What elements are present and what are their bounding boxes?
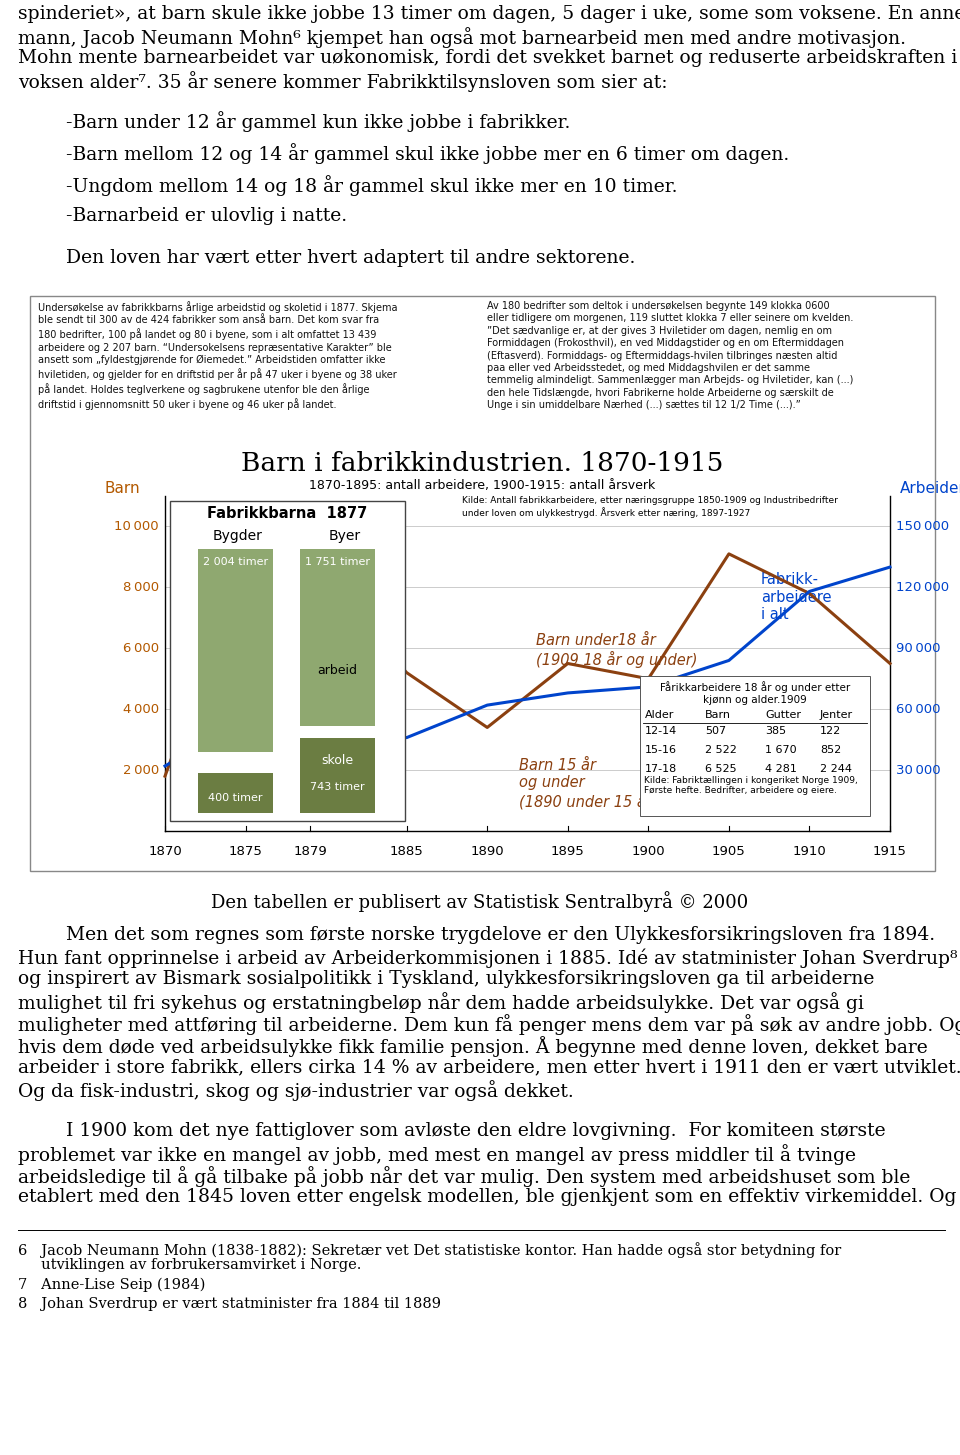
Bar	[198, 773, 273, 813]
Bar	[198, 549, 273, 752]
Text: arbeid: arbeid	[318, 663, 357, 677]
Text: -Barnarbeid er ulovlig i natte.: -Barnarbeid er ulovlig i natte.	[18, 207, 348, 226]
Bar	[300, 549, 375, 726]
Text: 8 000: 8 000	[123, 581, 159, 594]
Text: Barn 15 år
og under
(1890 under 15 år): Barn 15 år og under (1890 under 15 år)	[519, 758, 658, 809]
Text: 1905: 1905	[712, 845, 746, 858]
Text: 1870: 1870	[148, 845, 181, 858]
Text: muligheter med attføring til arbeiderne. Dem kun få penger mens dem var på søk a: muligheter med attføring til arbeiderne.…	[18, 1014, 960, 1035]
Text: 1900: 1900	[632, 845, 665, 858]
Text: 1910: 1910	[793, 845, 827, 858]
Bar	[30, 295, 935, 872]
Text: Barn i fabrikkindustrien. 1870-1915: Barn i fabrikkindustrien. 1870-1915	[241, 451, 724, 476]
Text: 12-14: 12-14	[645, 726, 677, 736]
Text: Barn under18 år
(1909 18 år og under): Barn under18 år (1909 18 år og under)	[536, 633, 697, 668]
Text: Byer: Byer	[329, 530, 361, 543]
Text: 120 000: 120 000	[896, 581, 949, 594]
Text: -Ungdom mellom 14 og 18 år gammel skul ikke mer en 10 timer.: -Ungdom mellom 14 og 18 år gammel skul i…	[18, 175, 678, 196]
Text: spinderiet», at barn skule ikke jobbe 13 timer om dagen, 5 dager i uke, some som: spinderiet», at barn skule ikke jobbe 13…	[18, 4, 960, 23]
Text: skole: skole	[322, 754, 353, 767]
Text: Fabrikkbarna  1877: Fabrikkbarna 1877	[207, 506, 368, 521]
Text: 2 004 timer: 2 004 timer	[203, 557, 268, 567]
Bar	[640, 677, 870, 816]
Text: Fabrikk-
arbeidere
i alt: Fabrikk- arbeidere i alt	[761, 572, 831, 621]
Text: 17-18: 17-18	[645, 764, 677, 774]
Text: 2 244: 2 244	[820, 764, 852, 774]
Text: problemet var ikke en mangel av jobb, med mest en mangel av press middler til å : problemet var ikke en mangel av jobb, me…	[18, 1144, 856, 1165]
Text: Fårikkarbeidere 18 år og under etter
kjønn og alder.1909: Fårikkarbeidere 18 år og under etter kjø…	[660, 681, 851, 704]
Text: Kilde: Antall fabrikkarbeidere, etter næringsgruppe 1850-1909 og Industribedrift: Kilde: Antall fabrikkarbeidere, etter næ…	[462, 496, 838, 518]
Text: 1 670: 1 670	[765, 745, 797, 755]
Text: Men det som regnes som første norske trygdelove er den Ulykkesforsikringsloven f: Men det som regnes som første norske try…	[18, 925, 935, 944]
Text: arbeidsledige til å gå tilbake på jobb når det var mulig. Den system med arbeids: arbeidsledige til å gå tilbake på jobb n…	[18, 1165, 910, 1187]
Text: Mohn mente barnearbeidet var uøkonomisk, fordi det svekket barnet og reduserte a: Mohn mente barnearbeidet var uøkonomisk,…	[18, 49, 957, 67]
Text: Alder: Alder	[645, 710, 674, 720]
Text: 122: 122	[820, 726, 841, 736]
Text: 10 000: 10 000	[114, 519, 159, 533]
Text: 6   Jacob Neumann Mohn (1838-1882): Sekretær vet Det statistiske kontor. Han had: 6 Jacob Neumann Mohn (1838-1882): Sekret…	[18, 1243, 841, 1259]
Bar	[170, 501, 405, 821]
Text: 2 522: 2 522	[705, 745, 737, 755]
Text: Av 180 bedrifter som deltok i undersøkelsen begynte 149 klokka 0600
eller tidlig: Av 180 bedrifter som deltok i undersøkel…	[487, 301, 853, 410]
Text: 4 000: 4 000	[123, 703, 159, 716]
Text: Jenter: Jenter	[820, 710, 853, 720]
Text: 1915: 1915	[873, 845, 907, 858]
Text: 90 000: 90 000	[896, 642, 941, 655]
Text: 1895: 1895	[551, 845, 585, 858]
Text: -Barn mellom 12 og 14 år gammel skul ikke jobbe mer en 6 timer om dagen.: -Barn mellom 12 og 14 år gammel skul ikk…	[18, 143, 789, 164]
Text: 1890: 1890	[470, 845, 504, 858]
Text: voksen alder⁷. 35 år senere kommer Fabrikktilsynsloven som sier at:: voksen alder⁷. 35 år senere kommer Fabri…	[18, 71, 667, 92]
Text: I 1900 kom det nye fattiglover som avløste den eldre lovgivning.  For komiteen s: I 1900 kom det nye fattiglover som avløs…	[18, 1122, 886, 1141]
Text: 8   Johan Sverdrup er vært statminister fra 1884 til 1889: 8 Johan Sverdrup er vært statminister fr…	[18, 1296, 441, 1311]
Text: arbeider i store fabrikk, ellers cirka 14 % av arbeidere, men etter hvert i 1911: arbeider i store fabrikk, ellers cirka 1…	[18, 1058, 960, 1077]
Text: Bygder: Bygder	[213, 530, 263, 543]
Text: Barn: Barn	[705, 710, 731, 720]
Text: 400 timer: 400 timer	[208, 793, 263, 803]
Text: utviklingen av forbrukersamvirket i Norge.: utviklingen av forbrukersamvirket i Norg…	[18, 1259, 361, 1272]
Text: 507: 507	[705, 726, 726, 736]
Text: 1870-1895: antall arbeidere, 1900-1915: antall årsverk: 1870-1895: antall arbeidere, 1900-1915: …	[309, 479, 656, 492]
Text: 743 timer: 743 timer	[310, 781, 365, 792]
Text: mulighet til fri sykehus og erstatningbeløp når dem hadde arbeidsulykke. Det var: mulighet til fri sykehus og erstatningbe…	[18, 992, 864, 1013]
Text: 6 525: 6 525	[705, 764, 736, 774]
Text: Hun fant opprinnelse i arbeid av Arbeiderkommisjonen i 1885. Idé av statminister: Hun fant opprinnelse i arbeid av Arbeide…	[18, 949, 957, 968]
Text: Den loven har vært etter hvert adaptert til andre sektorene.: Den loven har vært etter hvert adaptert …	[18, 249, 636, 268]
Text: 60 000: 60 000	[896, 703, 941, 716]
Text: Og da fisk-industri, skog og sjø-industrier var også dekket.: Og da fisk-industri, skog og sjø-industr…	[18, 1080, 574, 1101]
Text: Gutter: Gutter	[765, 710, 801, 720]
Text: Arbeidere: Arbeidere	[900, 482, 960, 496]
Text: mann, Jacob Neumann Mohn⁶ kjempet han også mot barnearbeid men med andre motivas: mann, Jacob Neumann Mohn⁶ kjempet han og…	[18, 28, 906, 48]
Text: og inspirert av Bismark sosialpolitikk i Tyskland, ulykkesforsikringsloven ga ti: og inspirert av Bismark sosialpolitikk i…	[18, 970, 875, 988]
Bar	[300, 738, 375, 813]
Text: Den tabellen er publisert av Statistisk Sentralbyrå © 2000: Den tabellen er publisert av Statistisk …	[211, 890, 749, 912]
Text: 1885: 1885	[390, 845, 423, 858]
Text: 1879: 1879	[293, 845, 326, 858]
Text: 1875: 1875	[228, 845, 262, 858]
Text: 6 000: 6 000	[123, 642, 159, 655]
Text: 4 281: 4 281	[765, 764, 797, 774]
Text: -Barn under 12 år gammel kun ikke jobbe i fabrikker.: -Barn under 12 år gammel kun ikke jobbe …	[18, 111, 570, 132]
Text: 150 000: 150 000	[896, 519, 949, 533]
Text: 852: 852	[820, 745, 841, 755]
Text: 385: 385	[765, 726, 786, 736]
Text: 2 000: 2 000	[123, 764, 159, 777]
Text: hvis dem døde ved arbeidsulykke fikk familie pensjon. Å begynne med denne loven,: hvis dem døde ved arbeidsulykke fikk fam…	[18, 1036, 927, 1056]
Text: Barn: Barn	[105, 482, 140, 496]
Text: etablert med den 1845 loven etter engelsk modellen, ble gjenkjent som en effekti: etablert med den 1845 loven etter engels…	[18, 1187, 956, 1206]
Text: 15-16: 15-16	[645, 745, 677, 755]
Text: 7   Anne-Lise Seip (1984): 7 Anne-Lise Seip (1984)	[18, 1277, 205, 1292]
Text: 30 000: 30 000	[896, 764, 941, 777]
Text: Undersøkelse av fabrikkbarns årlige arbeidstid og skoletid i 1877. Skjema
ble se: Undersøkelse av fabrikkbarns årlige arbe…	[38, 301, 397, 410]
Text: Kilde: Fabriktællingen i kongeriket Norge 1909,
Første hefte. Bedrifter, arbeide: Kilde: Fabriktællingen i kongeriket Norg…	[644, 776, 857, 796]
Text: 1 751 timer: 1 751 timer	[305, 557, 370, 567]
